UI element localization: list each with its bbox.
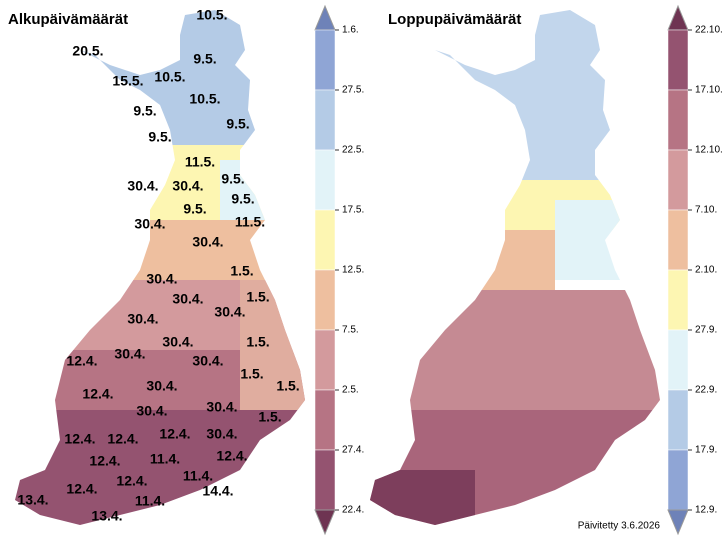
map-label: 9.5. xyxy=(226,116,249,132)
map-label: 9.5. xyxy=(193,51,216,67)
map-right xyxy=(370,10,660,525)
colorbar-segment xyxy=(314,269,336,331)
map-label: 9.5. xyxy=(183,201,206,217)
map-label: 10.5. xyxy=(196,7,227,23)
colorbar-over xyxy=(314,4,336,31)
colorbar-under xyxy=(667,509,689,536)
map-label: 13.4. xyxy=(91,508,122,524)
footer: Päivitetty 3.6.2026 xyxy=(578,521,661,532)
map-label: 9.5. xyxy=(231,191,254,207)
map-label: 11.4. xyxy=(183,468,213,484)
colorbar-tick-label: 22.10. xyxy=(695,25,723,36)
map-label: 12.4. xyxy=(216,448,247,464)
map-label: 11.4. xyxy=(135,493,165,509)
colorbar-segment xyxy=(667,329,689,391)
colorbar-segment xyxy=(314,389,336,451)
colorbar-tick-label: 7.5. xyxy=(342,325,359,336)
map-label: 12.4. xyxy=(66,353,97,369)
colorbar-tick-label: 12.9. xyxy=(695,505,717,516)
map-label: 1.5. xyxy=(276,378,299,394)
map-labels: 10.5. 20.5. 9.5. 15.5. 10.5. 9.5. 10.5. 9.5. 9.5… xyxy=(17,7,299,524)
map-label: 12.4. xyxy=(159,426,190,442)
colorbar-segment xyxy=(314,149,336,211)
colorbar-segment xyxy=(667,29,689,91)
colorbar-segment xyxy=(314,209,336,271)
map-label: 12.4. xyxy=(89,453,120,469)
map-label: 12.4. xyxy=(66,481,97,497)
map-label: 30.4. xyxy=(206,399,237,415)
map-label: 30.4. xyxy=(134,216,165,232)
title-right: Loppupäivämäärät xyxy=(388,11,521,28)
colorbar-tick-label: 1.6. xyxy=(342,25,359,36)
colorbar-tick-label: 7.10. xyxy=(695,205,717,216)
colorbar-tick-label: 27.9. xyxy=(695,325,717,336)
map-label: 11.4. xyxy=(150,451,180,467)
map-label: 30.4. xyxy=(214,304,245,320)
map-label: 30.4. xyxy=(136,403,167,419)
map-label: 9.5. xyxy=(221,171,244,187)
colorbar-tick-label: 12.5. xyxy=(342,265,364,276)
colorbar-tick-label: 17.5. xyxy=(342,205,364,216)
colorbar-segment xyxy=(314,329,336,391)
map-label: 15.5. xyxy=(112,73,143,89)
map-label: 12.4. xyxy=(82,386,113,402)
colorbar-tick-label: 22.9. xyxy=(695,385,717,396)
colorbar-segment xyxy=(667,89,689,151)
colorbar-tick-label: 27.4. xyxy=(342,445,364,456)
colorbar-segment xyxy=(667,149,689,211)
colorbar-tick-label: 22.5. xyxy=(342,145,364,156)
map-label: 30.4. xyxy=(192,234,223,250)
map-label: 12.4. xyxy=(64,431,95,447)
map-label: 13.4. xyxy=(17,492,48,508)
map-label: 12.4. xyxy=(107,431,138,447)
map-label: 11.5. xyxy=(235,214,265,230)
map-label: 1.5. xyxy=(240,366,263,382)
colorbar-tick-label: 2.10. xyxy=(695,265,717,276)
colorbar-segment xyxy=(667,389,689,451)
map-label: 12.4. xyxy=(116,473,147,489)
map-label: 30.4. xyxy=(172,291,203,307)
colorbar-tick-label: 22.4. xyxy=(342,505,364,516)
map-label: 30.4. xyxy=(206,426,237,442)
colorbar-segment xyxy=(667,449,689,511)
colorbar-segment xyxy=(667,209,689,271)
colorbar-over xyxy=(667,4,689,31)
map-label: 1.5. xyxy=(246,334,269,350)
map-label: 20.5. xyxy=(72,43,103,59)
colorbar-segment xyxy=(314,89,336,151)
map-label: 30.4. xyxy=(127,311,158,327)
map-label: 30.4. xyxy=(192,353,223,369)
map-label: 30.4. xyxy=(127,178,158,194)
map-label: 14.4. xyxy=(202,483,233,499)
colorbar-segment xyxy=(314,29,336,91)
colorbar-tick-label: 2.5. xyxy=(342,385,359,396)
title-left: Alkupäivämäärät xyxy=(8,11,128,28)
map-label: 30.4. xyxy=(172,178,203,194)
map-label: 9.5. xyxy=(148,129,171,145)
map-label: 1.5. xyxy=(230,263,253,279)
map-label: 1.5. xyxy=(258,409,281,425)
map-label: 30.4. xyxy=(146,271,177,287)
map-label: 11.5. xyxy=(185,154,215,170)
colorbar: 22.10. 17.10. 12.10. 7.10. 2.10. 27.9. 22.9. 17… xyxy=(667,4,723,536)
colorbar-segment xyxy=(667,269,689,331)
colorbar-segment xyxy=(314,449,336,511)
map-label: 1.5. xyxy=(246,289,269,305)
colorbar: 1.6. 27.5. 22.5. 17.5. 12.5. 7.5. 2.5. 27.4. 22.… xyxy=(314,4,364,536)
map-label: 10.5. xyxy=(154,69,185,85)
colorbar-tick-label: 17.10. xyxy=(695,85,723,96)
map-label: 10.5. xyxy=(189,91,220,107)
map-label: 30.4. xyxy=(146,378,177,394)
colorbar-tick-label: 27.5. xyxy=(342,85,364,96)
map-label: 9.5. xyxy=(133,103,156,119)
map-label: 30.4. xyxy=(162,334,193,350)
colorbar-tick-label: 17.9. xyxy=(695,445,717,456)
map-label: 30.4. xyxy=(114,346,145,362)
colorbar-under xyxy=(314,509,336,536)
colorbar-tick-label: 12.10. xyxy=(695,145,723,156)
